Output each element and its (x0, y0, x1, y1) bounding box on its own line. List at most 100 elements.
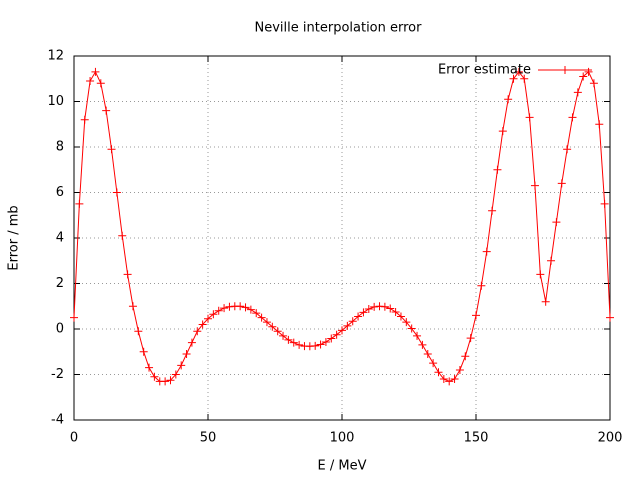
point-marker (493, 165, 502, 174)
legend-label: Error estimate (438, 63, 531, 78)
point-marker (423, 350, 432, 359)
y-tick-label: -2 (51, 367, 64, 382)
point-marker (343, 321, 352, 330)
point-marker (96, 79, 105, 88)
y-tick-label: 6 (56, 185, 64, 200)
point-marker (70, 313, 78, 322)
y-tick-label: 8 (56, 140, 64, 155)
point-marker (525, 113, 534, 122)
point-marker (488, 206, 497, 215)
point-marker (407, 324, 416, 333)
point-marker (530, 181, 539, 190)
y-tick-label: 2 (56, 276, 64, 291)
point-marker (166, 376, 175, 385)
point-marker (600, 199, 609, 208)
point-marker (418, 340, 427, 349)
point-marker (268, 322, 277, 331)
point-marker (187, 338, 196, 347)
point-marker (316, 340, 325, 349)
point-marker (236, 302, 245, 311)
point-marker (568, 113, 577, 122)
point-marker (332, 330, 341, 339)
point-marker (547, 256, 556, 265)
point-marker (118, 231, 127, 240)
point-marker (257, 313, 266, 322)
point-marker (262, 318, 271, 327)
point-marker (466, 334, 475, 343)
point-marker (541, 297, 550, 306)
point-marker (311, 341, 320, 350)
point-marker (246, 305, 255, 314)
y-tick-label: -4 (51, 413, 64, 428)
point-marker (145, 363, 154, 372)
point-marker (370, 302, 379, 311)
point-marker (107, 145, 116, 154)
point-marker (134, 327, 143, 336)
point-marker (214, 306, 223, 315)
x-axis-label: E / MeV (318, 459, 367, 474)
x-tick-label: 50 (200, 431, 217, 446)
point-marker (102, 106, 111, 115)
point-marker (482, 247, 491, 256)
point-marker (520, 74, 529, 83)
point-marker (386, 304, 395, 313)
point-marker (396, 312, 405, 321)
point-marker (150, 372, 159, 381)
point-marker (279, 331, 288, 340)
point-marker (606, 313, 614, 322)
point-marker (514, 67, 523, 76)
chart-title: Neville interpolation error (255, 21, 423, 36)
point-marker (198, 320, 207, 329)
point-marker (573, 88, 582, 97)
point-marker (359, 308, 368, 317)
point-marker (455, 365, 464, 374)
point-marker (477, 281, 486, 290)
point-marker (504, 95, 513, 104)
x-tick-label: 150 (464, 431, 489, 446)
point-marker (413, 331, 422, 340)
point-marker (209, 310, 218, 319)
point-marker (252, 309, 261, 318)
plot-border (73, 55, 611, 421)
point-marker (273, 327, 282, 336)
point-marker (364, 304, 373, 313)
legend-marker (561, 66, 569, 74)
x-tick-label: 200 (598, 431, 623, 446)
point-marker (86, 77, 95, 86)
point-marker (552, 218, 561, 227)
point-marker (429, 359, 438, 368)
point-marker (220, 304, 229, 313)
point-marker (563, 145, 572, 154)
point-marker (295, 340, 304, 349)
point-marker (445, 377, 454, 386)
point-marker (80, 115, 89, 124)
point-marker (579, 72, 588, 81)
point-marker (128, 302, 137, 311)
point-marker (354, 312, 363, 321)
point-marker (161, 377, 170, 386)
y-tick-label: 10 (47, 94, 64, 109)
x-tick-label: 100 (330, 431, 355, 446)
y-tick-label: 12 (47, 49, 64, 64)
point-marker (584, 67, 593, 76)
point-marker (139, 347, 148, 356)
point-marker (557, 179, 566, 188)
point-marker (193, 327, 202, 336)
point-marker (321, 337, 330, 346)
point-marker (391, 307, 400, 316)
point-marker (509, 74, 518, 83)
point-marker (348, 317, 357, 326)
point-marker (450, 375, 459, 384)
point-marker (380, 302, 389, 311)
point-marker (327, 334, 336, 343)
y-tick-label: 0 (56, 322, 64, 337)
point-marker (402, 318, 411, 327)
point-marker (75, 199, 84, 208)
point-marker (182, 350, 191, 359)
point-marker (171, 370, 180, 379)
point-marker (177, 361, 186, 370)
point-marker (498, 127, 507, 136)
point-marker (461, 352, 470, 361)
